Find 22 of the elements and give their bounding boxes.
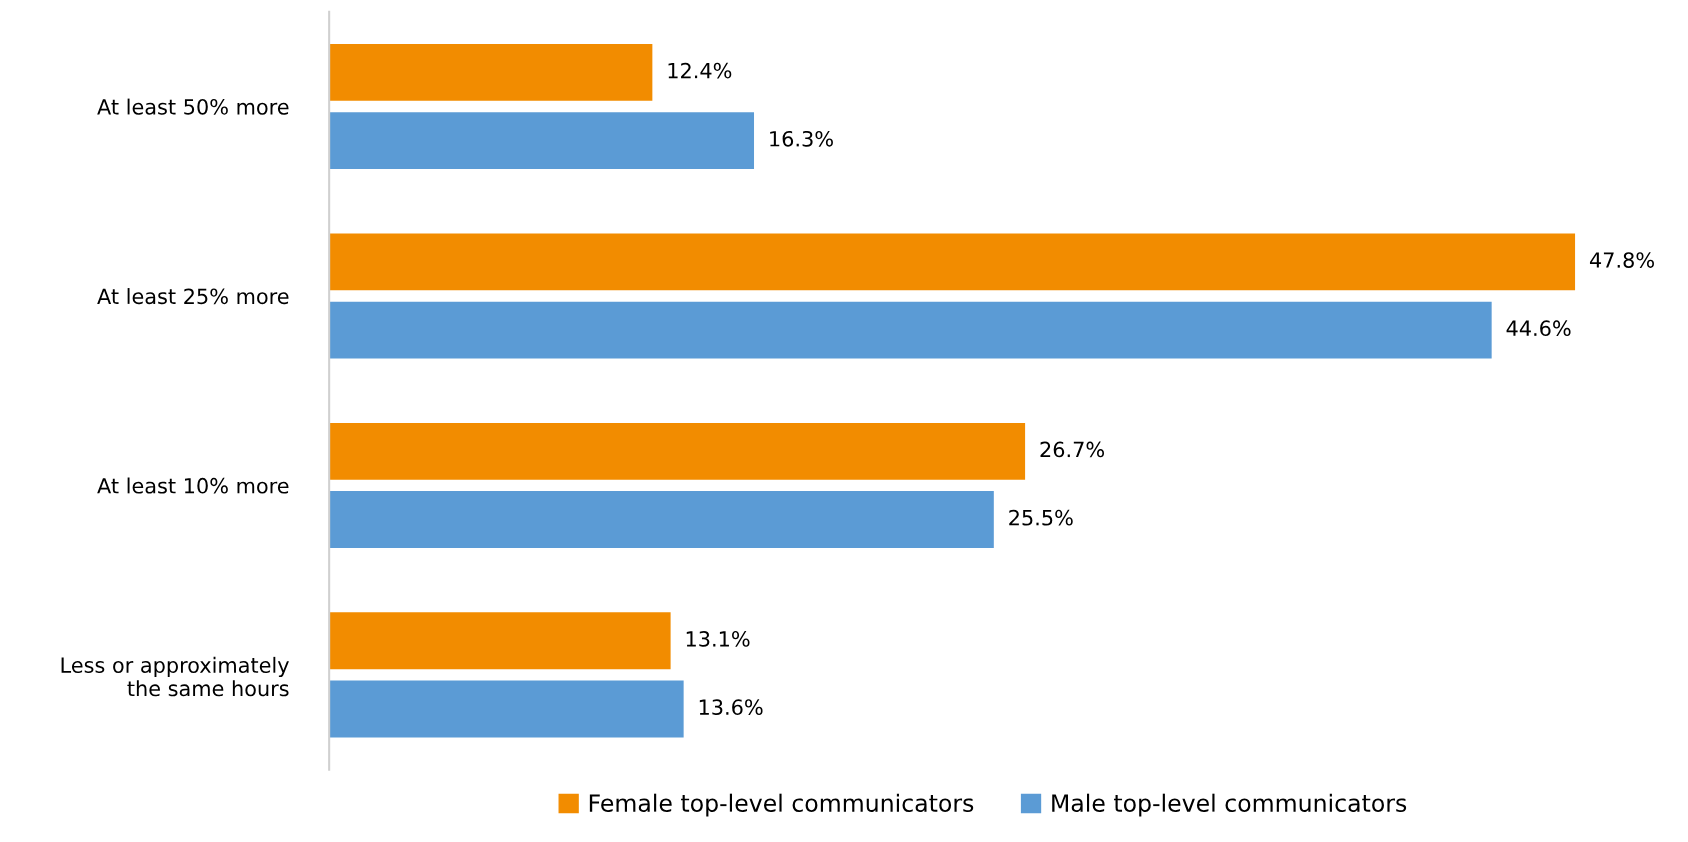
- bar: [329, 680, 684, 738]
- data-label: 13.6%: [699, 699, 763, 716]
- bar: [329, 491, 994, 548]
- y-tick-label: Less or approximately the same hours: [61, 656, 289, 697]
- data-label: 12.4%: [668, 62, 732, 79]
- bar: [329, 422, 1026, 480]
- data-label: 25.5%: [1009, 509, 1073, 526]
- data-label: 44.6%: [1506, 320, 1571, 337]
- y-tick-label: At least 25% more: [97, 288, 289, 305]
- y-tick-label: At least 10% more: [97, 477, 289, 494]
- data-label: 13.1%: [686, 631, 750, 647]
- bar: [329, 612, 671, 670]
- bar: [329, 112, 755, 170]
- y-tick-label: At least 50% more: [97, 98, 289, 115]
- data-label: 26.7%: [1040, 441, 1105, 458]
- data-label: 16.3%: [770, 130, 833, 147]
- bar: [329, 43, 653, 101]
- bar: [329, 301, 1492, 359]
- legend-label: Female top-level communicators: [589, 793, 974, 817]
- data-label: 47.8%: [1589, 252, 1654, 268]
- legend-label: Male top-level communicators: [1052, 793, 1407, 817]
- bar: [329, 233, 1576, 291]
